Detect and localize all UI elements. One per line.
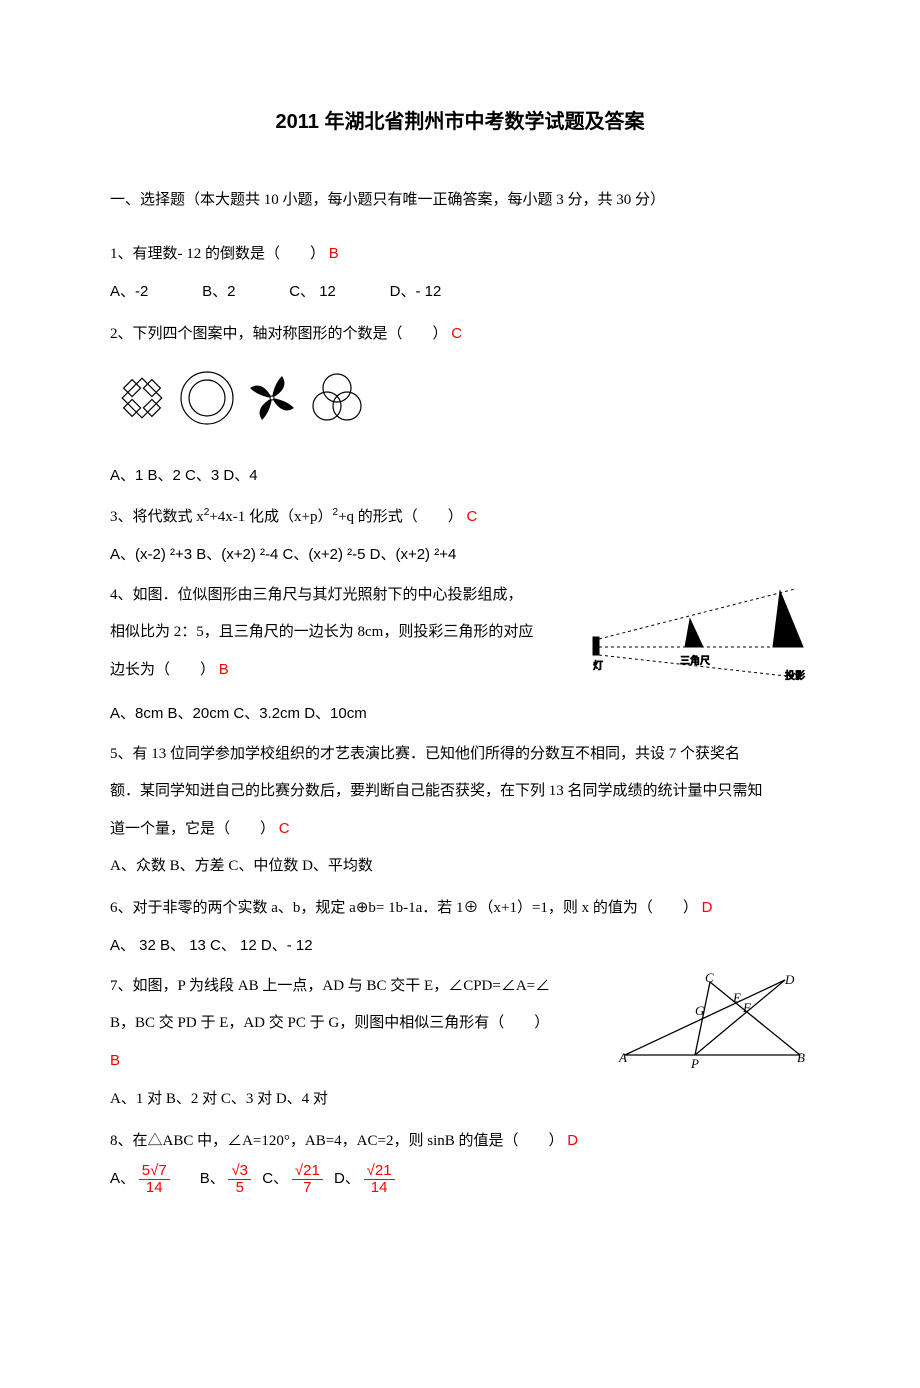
question-2: 2、下列四个图案中，轴对称图形的个数是（ ） C (110, 317, 810, 492)
q5-line1: 5、有 13 位同学参加学校组织的才艺表演比赛．已知他们所得的分数互不相同，共设… (110, 738, 810, 771)
svg-text:P: P (690, 1056, 699, 1070)
q3-text-mid2: +q 的形式（ ） (338, 509, 463, 525)
svg-text:A: A (618, 1050, 627, 1065)
svg-text:灯: 灯 (593, 660, 603, 672)
q4-options: A、8cm B、20cm C、3.2cm D、10cm (110, 697, 810, 730)
q3-answer: C (467, 508, 478, 525)
svg-text:投影: 投影 (785, 669, 805, 682)
q2-icons (110, 361, 810, 449)
q6-text: 6、对于非零的两个实数 a、b，规定 a⊕b= 1b-1a．若 1⊕（x+1）=… (110, 900, 698, 916)
q8-opt-b-label: B、 (200, 1170, 225, 1187)
q4-line3: 边长为（ ） (110, 662, 215, 678)
svg-text:D: D (784, 972, 795, 987)
q6-answer: D (702, 899, 713, 916)
q7-options: A、1 对 B、2 对 C、3 对 D、4 对 (110, 1083, 810, 1116)
q8-opt-d-label: D、 (334, 1170, 360, 1187)
svg-text:G: G (695, 1003, 705, 1018)
q8-frac-c: √21 7 (292, 1163, 323, 1197)
q8-frac-d: √21 14 (364, 1163, 395, 1197)
q4-line1: 4、如图．位似图形由三角尺与其灯光照射下的中心投影组成， (110, 579, 585, 612)
q8-opt-c-label: C、 (262, 1170, 288, 1187)
q5-options: A、众数 B、方差 C、中位数 D、平均数 (110, 850, 810, 883)
q8-text: 8、在△ABC 中，∠A=120°，AB=4，AC=2，则 sinB 的值是（ … (110, 1133, 564, 1149)
q2-text: 2、下列四个图案中，轴对称图形的个数是（ ） (110, 326, 448, 342)
q8-answer: D (567, 1132, 578, 1149)
svg-text:E: E (732, 990, 741, 1005)
q8-opt-a-label: A、 (110, 1170, 135, 1187)
q4-figure: 灯 三角尺 投影 (585, 579, 810, 697)
q7-line2: B，BC 交 PD 于 E，AD 交 PC 于 G，则图中相似三角形有（ ） (110, 1007, 615, 1040)
q2-options: A、1 B、2 C、3 D、4 (110, 459, 810, 492)
question-5: 5、有 13 位同学参加学校组织的才艺表演比赛．已知他们所得的分数互不相同，共设… (110, 738, 810, 883)
question-8: 8、在△ABC 中，∠A=120°，AB=4，AC=2，则 sinB 的值是（ … (110, 1124, 810, 1197)
q1-option-c: C、 12 (289, 275, 336, 308)
q4-line2: 相似比为 2：5，且三角尺的一边长为 8cm，则投彩三角形的对应 (110, 616, 585, 649)
q7-figure: A B C D E F G P (615, 970, 810, 1083)
q7-line1: 7、如图，P 为线段 AB 上一点，AD 与 BC 交干 E，∠CPD=∠A=∠ (110, 970, 615, 1003)
q7-answer: B (110, 1052, 120, 1069)
q1-option-b: B、2 (202, 275, 235, 308)
q1-option-d: D、- 12 (390, 275, 442, 308)
q3-text-pre: 3、将代数式 x (110, 509, 204, 525)
q3-text-mid1: +4x-1 化成（x+p） (209, 509, 332, 525)
q4-answer: B (219, 661, 229, 678)
question-3: 3、将代数式 x2+4x-1 化成（x+p）2+q 的形式（ ） C A、(x-… (110, 500, 810, 571)
q1-text: 1、有理数- 12 的倒数是（ ） (110, 246, 325, 262)
q3-options: A、(x-2) ²+3 B、(x+2) ²-4 C、(x+2) ²-5 D、(x… (110, 538, 810, 571)
page-title: 2011 年湖北省荆州市中考数学试题及答案 (110, 100, 810, 144)
q2-answer: C (451, 325, 462, 342)
q8-frac-b: √3 5 (228, 1163, 251, 1197)
q8-frac-a: 5√7 14 (139, 1163, 170, 1197)
question-7: 7、如图，P 为线段 AB 上一点，AD 与 BC 交干 E，∠CPD=∠A=∠… (110, 970, 810, 1116)
q1-option-a: A、-2 (110, 275, 148, 308)
q5-answer: C (279, 820, 290, 837)
question-4: 4、如图．位似图形由三角尺与其灯光照射下的中心投影组成， 相似比为 2：5，且三… (110, 579, 810, 730)
q6-options: A、 32 B、 13 C、 12 D、- 12 (110, 929, 810, 962)
question-1: 1、有理数- 12 的倒数是（ ） B A、-2 B、2 C、 12 D、- 1… (110, 237, 810, 309)
q1-answer: B (329, 245, 339, 262)
question-6: 6、对于非零的两个实数 a、b，规定 a⊕b= 1b-1a．若 1⊕（x+1）=… (110, 891, 810, 962)
svg-text:三角尺: 三角尺 (680, 655, 710, 667)
q5-line3: 道一个量，它是（ ） (110, 821, 275, 837)
section-header: 一、选择题（本大题共 10 小题，每小题只有唯一正确答案，每小题 3 分，共 3… (110, 184, 810, 217)
q5-line2: 额．某同学知迸自己的比赛分数后，要判断自己能否获奖，在下列 13 名同学成绩的统… (110, 775, 810, 808)
svg-text:B: B (797, 1050, 805, 1065)
svg-text:F: F (742, 1000, 752, 1015)
svg-text:C: C (705, 970, 714, 985)
